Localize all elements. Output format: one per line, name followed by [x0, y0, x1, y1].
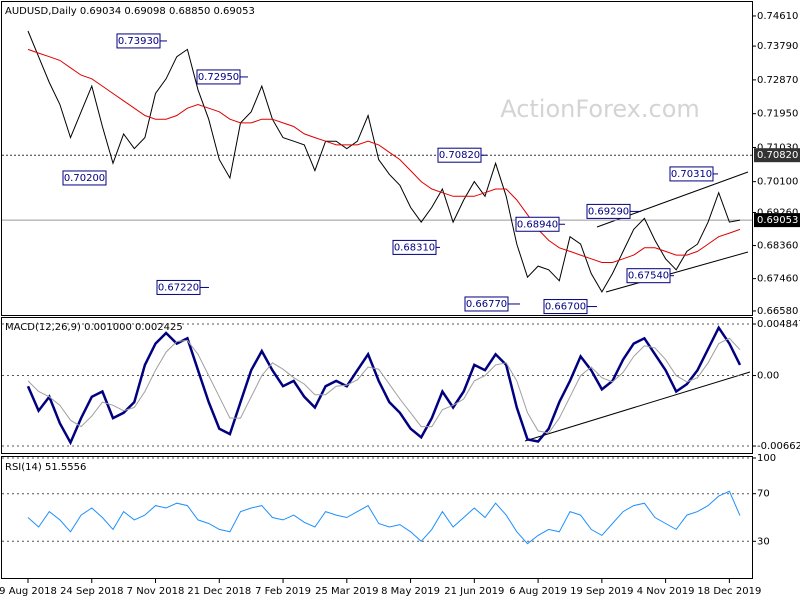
channel-lower [605, 251, 749, 293]
annotation-box [156, 279, 201, 295]
level-label: 0.69053 [757, 215, 798, 226]
level-label-box [754, 213, 800, 228]
series-line [27, 337, 741, 434]
watermark: ActionForex.com [500, 95, 700, 123]
y-tick-label: 0.74610 [757, 11, 798, 22]
y-tick-label: 0.68360 [757, 241, 798, 252]
x-tick-label: 6 Aug 2019 [509, 586, 567, 597]
x-tick-label: 18 Dec 2019 [697, 586, 761, 597]
x-tick-label: 9 Aug 2018 [0, 586, 57, 597]
y-tick-label: 0.004847 [757, 319, 800, 330]
annotation-label: 0.66770 [466, 299, 507, 310]
annotation-box [62, 170, 107, 186]
annotation-box [196, 69, 241, 85]
y-tick-label: 0.71030 [757, 142, 798, 153]
x-tick-label: 7 Nov 2018 [127, 586, 185, 597]
y-tick-label: 0.71950 [757, 109, 798, 120]
series-line [27, 48, 741, 263]
y-tick-label: 0.00 [757, 371, 779, 382]
panel-title: MACD(12,26,9) 0.001000 0.002425 [5, 322, 183, 333]
annotation-box [626, 268, 671, 284]
x-tick-label: 8 May 2019 [381, 586, 440, 597]
x-tick-label: 21 Dec 2018 [187, 586, 251, 597]
annotation-box [392, 239, 437, 255]
annotation-label: 0.73930 [118, 36, 159, 47]
level-label-box [754, 148, 800, 163]
x-tick-label: 24 Sep 2018 [60, 586, 123, 597]
x-tick-label: 19 Sep 2019 [570, 586, 633, 597]
y-tick-label: 100 [757, 453, 776, 464]
annotation-box [543, 299, 588, 315]
y-tick-label: -0.006624 [757, 441, 800, 452]
annotation-label: 0.67220 [158, 282, 199, 293]
y-tick-label: 0.67460 [757, 274, 798, 285]
macd-trendline [524, 371, 751, 442]
y-tick-label: 0.69260 [757, 208, 798, 219]
y-tick-label: 70 [757, 489, 770, 500]
panel-title: AUDUSD,Daily 0.69034 0.69098 0.68850 0.6… [5, 6, 255, 17]
series-line [26, 325, 742, 446]
annotation-box [669, 166, 714, 182]
level-label: 0.70820 [757, 150, 798, 161]
x-tick-label: 4 Nov 2019 [637, 586, 695, 597]
annotation-box [515, 216, 560, 232]
price-panel-frame [1, 1, 753, 316]
annotation-label: 0.70310 [671, 169, 712, 180]
annotation-label: 0.67540 [628, 271, 669, 282]
annotation-label: 0.72950 [198, 72, 239, 83]
x-tick-label: 21 Jun 2019 [444, 586, 504, 597]
annotation-box [116, 33, 161, 49]
macd-panel-frame [1, 317, 753, 454]
annotation-label: 0.66700 [545, 302, 586, 313]
rsi-panel-frame [1, 456, 753, 579]
panel-title: RSI(14) 51.5556 [5, 462, 86, 473]
annotation-box [586, 203, 631, 219]
annotation-label: 0.70820 [439, 150, 480, 161]
y-tick-label: 0.72870 [757, 75, 798, 86]
series-line [27, 490, 741, 545]
annotation-label: 0.68310 [394, 242, 435, 253]
x-tick-label: 7 Feb 2019 [255, 586, 311, 597]
annotation-label: 0.70200 [64, 173, 105, 184]
annotation-label: 0.68940 [517, 219, 558, 230]
annotation-box [464, 296, 509, 312]
y-tick-label: 0.73790 [757, 41, 798, 52]
series-line [27, 30, 741, 293]
annotation-label: 0.69290 [588, 206, 629, 217]
y-tick-label: 0.70100 [757, 177, 798, 188]
annotation-box [437, 147, 482, 163]
y-tick-label: 0.66580 [757, 306, 798, 317]
y-tick-label: 30 [757, 536, 770, 547]
x-tick-label: 25 Mar 2019 [315, 586, 378, 597]
